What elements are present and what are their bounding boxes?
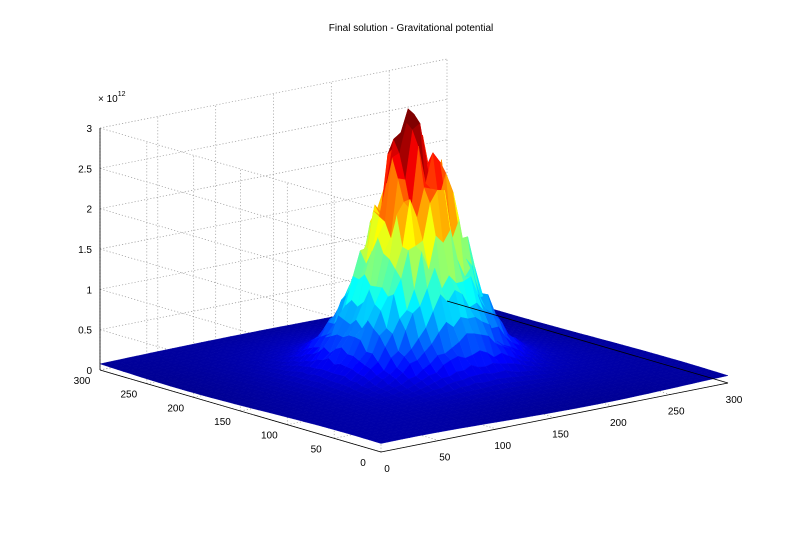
z-tick-label: 2.5 (78, 164, 92, 175)
y-tick-label: 150 (214, 417, 231, 428)
z-tick-label: 0.5 (78, 326, 92, 337)
chart-title: Final solution - Gravitational potential (329, 23, 494, 34)
y-tick-label: 250 (120, 390, 137, 401)
z-tick-label: 2 (86, 205, 92, 216)
z-exponent-label: × 1012 (98, 91, 126, 105)
z-tick-label: 1 (86, 285, 92, 296)
z-tick-label: 3 (86, 124, 92, 135)
y-tick-label: 300 (74, 376, 91, 387)
x-tick-label: 200 (610, 418, 627, 429)
y-tick-label: 100 (261, 431, 278, 442)
y-tick-label: 0 (360, 458, 366, 469)
z-tick-label: 1.5 (78, 245, 92, 256)
x-tick-label: 250 (668, 407, 685, 418)
x-tick-label: 100 (494, 441, 511, 452)
y-tick-label: 200 (167, 403, 184, 414)
grid-line-left-z (100, 209, 381, 291)
x-tick-label: 0 (384, 464, 390, 475)
x-tick-label: 50 (439, 453, 451, 464)
x-tick-label: 150 (552, 430, 569, 441)
x-tick-label: 300 (726, 395, 743, 406)
surface-mesh (100, 109, 728, 444)
grid-line-left-z (100, 128, 381, 210)
y-tick-label: 50 (311, 444, 323, 455)
z-tick-label: 0 (86, 366, 92, 377)
